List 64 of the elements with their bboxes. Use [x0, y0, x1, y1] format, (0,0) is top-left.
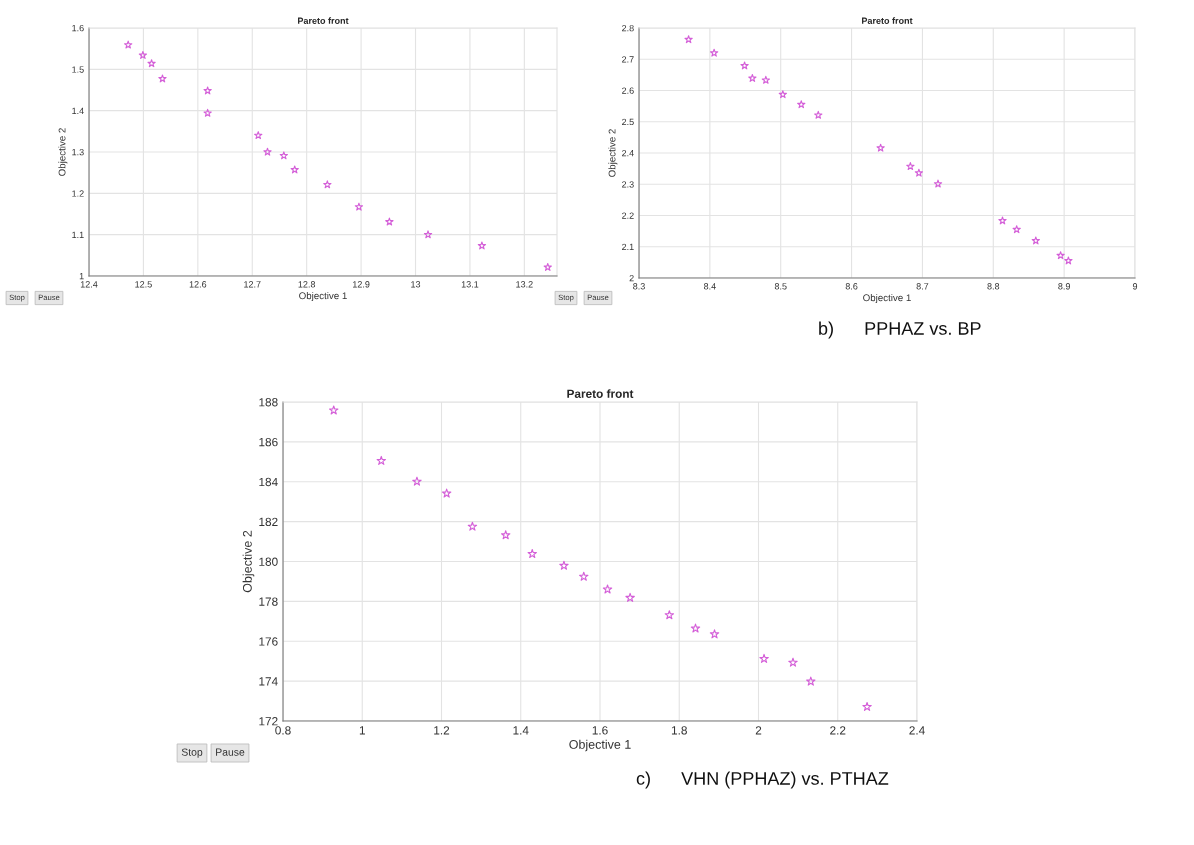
x-tick-label: 1.2	[434, 726, 450, 735]
x-tick-label: 0.8	[275, 726, 291, 735]
x-tick-label: 12.7	[244, 281, 261, 288]
y-tick-label: 2.3	[622, 181, 634, 188]
y-tick-label: 186	[259, 437, 278, 447]
chart-title: Pareto front	[298, 17, 349, 24]
x-tick-label: 12.4	[80, 281, 98, 288]
chart-title: Pareto front	[862, 17, 913, 24]
x-tick-label: 8.5	[774, 283, 787, 290]
text: Pause	[216, 748, 245, 756]
y-tick-label: 1.6	[72, 24, 84, 32]
x-tick-label: 12.5	[135, 281, 152, 288]
y-tick-label: 176	[259, 637, 278, 646]
x-tick-label: 12.8	[298, 281, 316, 288]
y-tick-label: 1.3	[72, 148, 84, 156]
text: c) VHN (PPHAZ) vs. PTHAZ	[636, 771, 889, 789]
y-axis-title: Objective 2	[242, 530, 255, 593]
x-axis-title: Objective 1	[569, 739, 631, 752]
y-tick-label: 178	[259, 597, 278, 606]
y-tick-label: 172	[259, 717, 278, 726]
x-tick-label: 2	[755, 726, 762, 735]
y-axis-title: Objective 2	[58, 128, 68, 176]
y-tick-label: 1.4	[72, 107, 84, 114]
x-tick-label: 12.6	[189, 281, 207, 288]
y-tick-label: 188	[259, 398, 278, 407]
y-tick-label: 174	[259, 677, 278, 686]
x-tick-label: 1.4	[513, 726, 529, 735]
y-axis-title: Objective 2	[608, 129, 618, 177]
y-tick-label: 2.5	[622, 118, 634, 126]
x-tick-label: 13	[411, 281, 421, 288]
y-tick-label: 182	[259, 517, 278, 527]
y-tick-label: 2.6	[622, 87, 634, 94]
x-tick-label: 2.2	[830, 726, 846, 735]
x-tick-label: 13.1	[461, 281, 479, 288]
y-tick-label: 184	[259, 477, 278, 487]
x-axis-title: Objective 1	[863, 294, 911, 304]
y-tick-label: 2.2	[622, 212, 634, 219]
x-tick-label: 2.4	[909, 726, 925, 735]
x-tick-label: 1	[359, 726, 365, 735]
y-tick-label: 2.8	[622, 24, 634, 32]
y-tick-label: 180	[259, 557, 278, 566]
x-tick-label: 1.8	[671, 726, 687, 735]
y-tick-label: 1	[79, 273, 84, 280]
x-tick-label: 8.7	[916, 283, 929, 290]
x-tick-label: 8.3	[633, 283, 645, 290]
chart-title: Pareto front	[567, 389, 634, 398]
y-tick-label: 2	[629, 274, 634, 282]
y-tick-label: 2.7	[622, 56, 634, 63]
text: Stop	[181, 748, 203, 758]
y-tick-label: 1.1	[72, 231, 84, 238]
x-tick-label: 13.2	[516, 281, 533, 288]
x-axis-title: Objective 1	[299, 292, 347, 302]
x-tick-label: 8.9	[1058, 283, 1070, 290]
x-tick-label: 9	[1132, 283, 1138, 290]
text: b) PPHAZ vs. BP	[819, 321, 981, 339]
y-tick-label: 2.1	[622, 243, 634, 251]
x-tick-label: 8.8	[987, 283, 1000, 290]
x-tick-label: 12.9	[353, 281, 370, 288]
x-tick-label: 1.6	[592, 726, 608, 735]
x-tick-label: 8.6	[845, 283, 858, 290]
x-tick-label: 8.4	[703, 283, 716, 290]
y-tick-label: 2.4	[622, 149, 634, 157]
y-tick-label: 1.5	[72, 66, 84, 73]
y-tick-label: 1.2	[72, 190, 84, 197]
